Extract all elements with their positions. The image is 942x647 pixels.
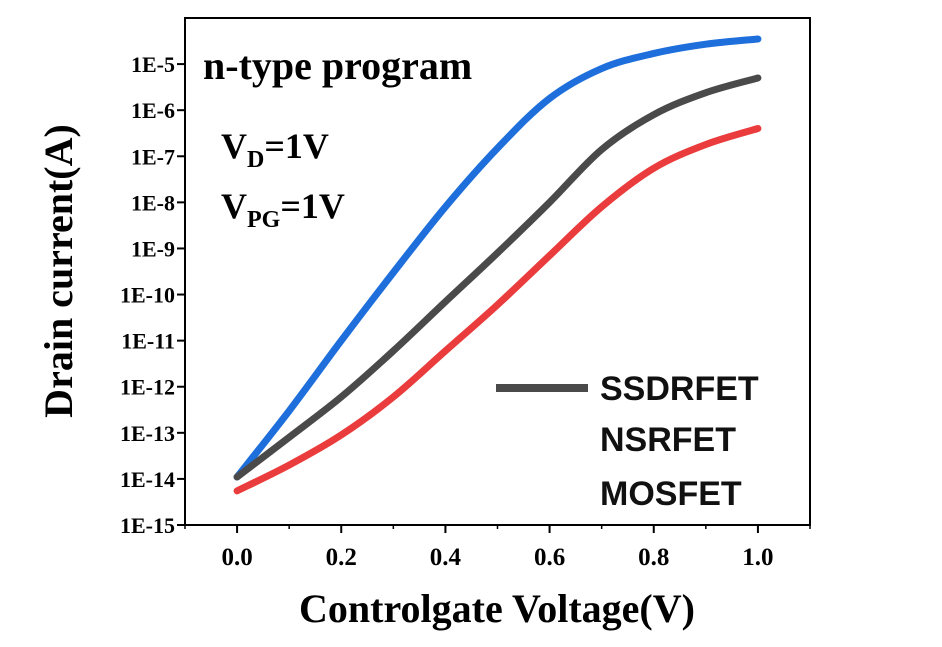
x-axis-title: Controlgate Voltage(V) [299,586,695,631]
y-axis-title: Drain current(A) [36,124,81,418]
x-tick-label: 0.2 [326,544,357,571]
y-tick-label: 1E-7 [131,144,175,169]
y-tick-label: 1E-6 [131,98,175,123]
series-line-ssdrfet [233,35,762,481]
vpg-annotation: VPG=1V [221,186,345,233]
y-tick-label: 1E-5 [131,52,175,77]
series-line-nsrfet [233,74,762,481]
y-tick-label: 1E-11 [121,329,175,354]
y-tick-label: 1E-9 [131,236,175,261]
y-tick-label: 1E-8 [131,190,175,215]
vd-annotation: VD=1V [221,126,329,173]
y-tick-label: 1E-14 [120,467,175,492]
y-ticks: 1E-15 1E-14 1E-13 1E-12 1E-11 1E-10 1E-9 1E-8 1E… [120,52,185,538]
x-tick-label: 0.0 [221,544,252,571]
legend-label-nsrfet: NSRFET [600,421,736,459]
x-tick-label: 1.0 [742,544,773,571]
legend-label-mosfet: MOSFET [600,475,742,513]
series-lines [233,35,762,495]
x-tick-label: 0.4 [430,544,462,571]
x-tick-label: 0.6 [534,544,565,571]
series-line-mosfet [233,125,762,495]
x-ticks: 0.0 0.2 0.4 0.6 0.8 1.0 [184,525,811,571]
legend-label-ssdrfet: SSDRFET [600,370,759,408]
y-tick-label: 1E-15 [120,513,175,538]
y-tick-label: 1E-10 [120,283,175,308]
y-tick-label: 1E-12 [120,375,175,400]
chart-title: n-type program [203,43,472,88]
legend: SSDRFET NSRFET MOSFET [496,370,759,513]
x-tick-label: 0.8 [638,544,669,571]
y-tick-label: 1E-13 [120,421,175,446]
